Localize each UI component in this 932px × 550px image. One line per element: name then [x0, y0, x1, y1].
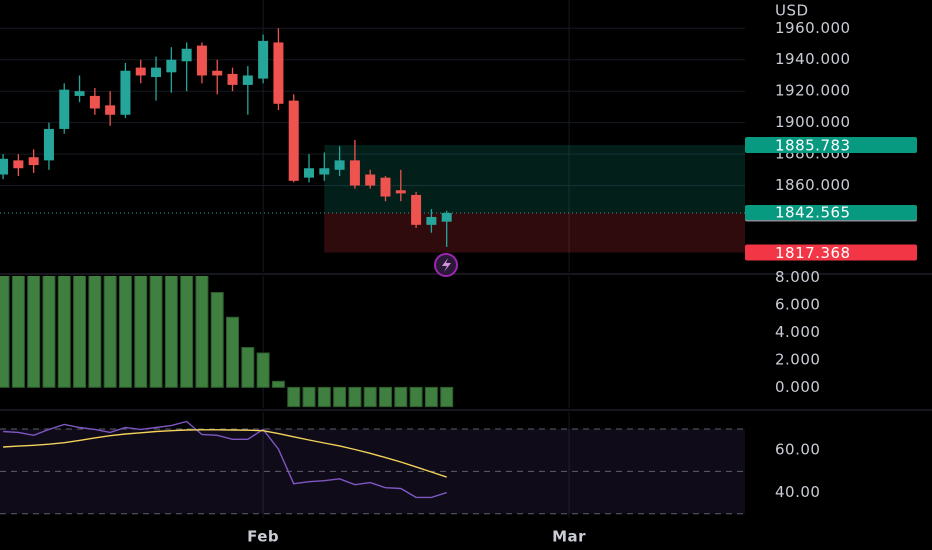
rsi-line [3, 420, 447, 499]
candle-body [304, 168, 315, 178]
histogram-bar [42, 276, 56, 388]
target-label-bg [745, 136, 917, 153]
histogram-bar [363, 386, 377, 408]
histogram-pane [0, 276, 570, 408]
candle-body [426, 216, 437, 225]
candle-body [120, 70, 131, 115]
candle-body [258, 40, 269, 79]
histogram-bar [394, 386, 408, 408]
y-tick-label: 6.000 [775, 295, 820, 313]
candle-body [0, 158, 9, 175]
y-tick-label: 1920.000 [775, 82, 851, 100]
histogram-bar [180, 276, 194, 388]
y-tick-label: 40.00 [775, 483, 820, 501]
candle-body [74, 91, 85, 96]
entry-label: 1842.565 [775, 203, 851, 221]
price-pane [0, 0, 745, 272]
axes: Feb Mar1860.0001880.0001900.0001920.00019… [247, 19, 917, 546]
histogram-bar [348, 386, 362, 408]
y-tick-label: 1940.000 [775, 50, 851, 68]
candle-body [181, 48, 192, 62]
histogram-bar [134, 276, 148, 388]
stop-label: 1817.368 [775, 244, 851, 262]
histogram-bar [241, 347, 255, 388]
candle-body [288, 100, 299, 181]
y-tick-label: 1960.000 [775, 19, 851, 37]
candle-body [43, 128, 54, 161]
histogram-bar [27, 276, 41, 388]
y-tick-label: 1900.000 [775, 113, 851, 131]
candle-body [151, 67, 162, 78]
alert-icon [434, 253, 458, 277]
candle-body [319, 168, 330, 175]
x-tick-label: Mar [552, 528, 586, 546]
candle-body [273, 42, 284, 104]
currency-label: USD [775, 2, 809, 20]
candle-body [13, 160, 24, 169]
histogram-bar [302, 386, 316, 408]
histogram-bar [317, 386, 331, 408]
stop-label-bg [745, 244, 917, 261]
rsi-pane [0, 412, 745, 518]
x-tick-label: Feb [247, 528, 279, 546]
candle-body [105, 105, 116, 115]
histogram-bar [11, 276, 25, 388]
histogram-bar [210, 292, 224, 388]
histogram-bar [73, 276, 87, 388]
candle-body [89, 95, 100, 109]
rsi-line [3, 429, 447, 478]
candle-body [28, 157, 39, 166]
entry-label-bg [745, 204, 917, 220]
candle-body [365, 174, 376, 186]
histogram-bar [440, 386, 454, 408]
y-tick-label: 1860.000 [775, 176, 851, 194]
target-label: 1885.783 [775, 136, 851, 154]
candle-body [196, 45, 207, 76]
profit-zone [324, 144, 745, 213]
histogram-bar [424, 386, 438, 408]
histogram-bar [57, 276, 71, 388]
histogram-bar [103, 276, 117, 388]
histogram-bar [149, 276, 163, 388]
histogram-bar [333, 386, 347, 408]
histogram-bar [226, 316, 240, 388]
candle-body [59, 89, 70, 129]
y-tick-label: 2.000 [775, 350, 820, 368]
histogram-bar [118, 276, 132, 388]
candle-body [395, 190, 406, 194]
candle-body [334, 160, 345, 170]
loss-zone [324, 212, 745, 253]
candle-body [411, 194, 422, 225]
candle-body [227, 73, 238, 85]
candle-body [441, 212, 452, 222]
candle-body [349, 160, 360, 186]
y-tick-label: 4.000 [775, 323, 820, 341]
candle-body [380, 177, 391, 197]
candle-body [242, 75, 253, 85]
histogram-bar [256, 352, 270, 388]
y-tick-label: 8.000 [775, 268, 820, 286]
y-tick-label: 0.000 [775, 378, 820, 396]
histogram-bar [409, 386, 423, 408]
histogram-bar [287, 386, 301, 408]
histogram-bar [88, 276, 102, 388]
candle-body [135, 67, 146, 76]
histogram-bar [195, 276, 209, 388]
y-tick-label: 60.00 [775, 441, 820, 459]
candle-body [212, 70, 223, 76]
histogram-bar [379, 386, 393, 408]
histogram-bar [0, 276, 10, 388]
candle-body [166, 59, 177, 73]
histogram-bar [271, 380, 285, 388]
histogram-bar [164, 276, 178, 388]
